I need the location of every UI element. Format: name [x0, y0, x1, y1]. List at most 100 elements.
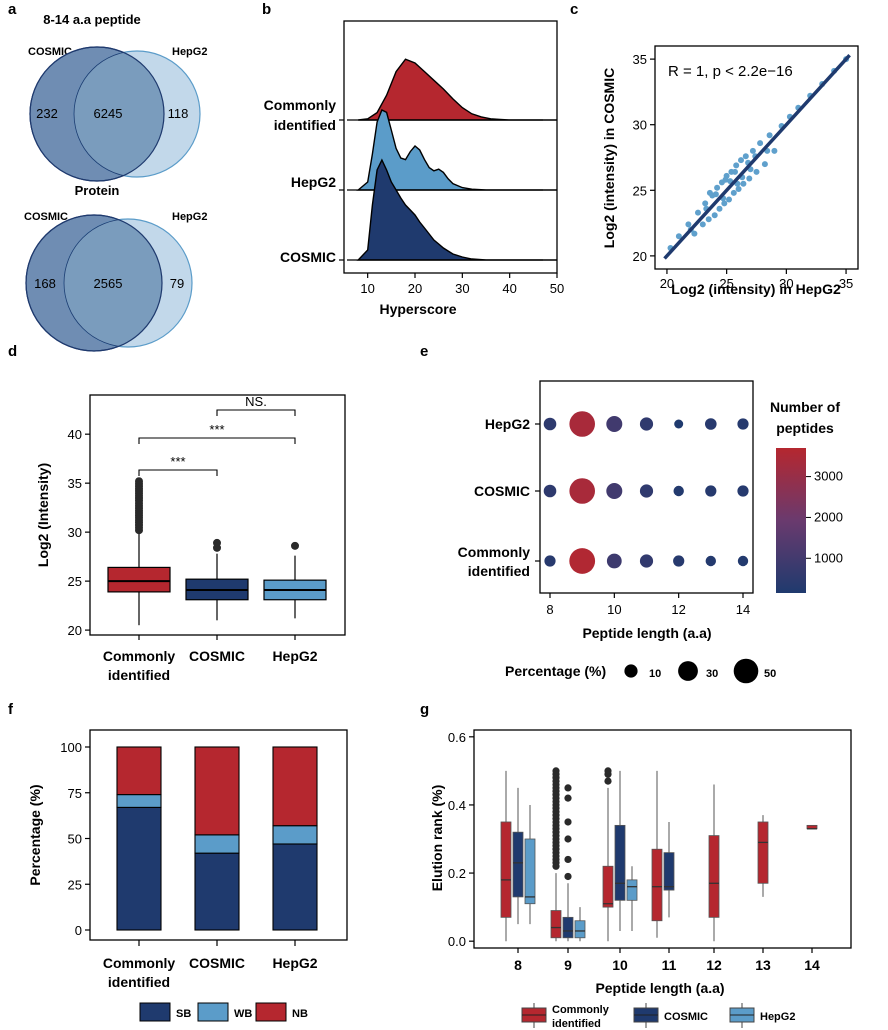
panel-e-size-legend-title: Percentage (%)	[505, 663, 606, 679]
g-box-8-hepg2	[524, 838, 536, 905]
g-outlier	[604, 767, 612, 775]
c-xtick-label-20: 20	[660, 276, 674, 291]
size-legend-dot-10	[624, 664, 638, 678]
scatter-point	[738, 157, 744, 164]
dot-cosmic-13	[705, 485, 717, 497]
venn-protein-left-count: 168	[34, 276, 56, 291]
venn-peptide-left-label: COSMIC	[28, 46, 72, 58]
fit-line	[663, 54, 851, 260]
venn-peptide-right-label: HepG2	[172, 46, 207, 58]
color-tick-label-2000: 2000	[814, 509, 843, 524]
panel-d-ylabel: Log2 (Intensity)	[35, 463, 51, 567]
ridge-label-hepg2: HepG2	[291, 174, 336, 190]
legend-g-label-2: identified	[552, 1018, 601, 1030]
f-ytick-label-25: 25	[68, 877, 82, 892]
scatter-point	[716, 205, 723, 212]
bar-cosmic-wb	[194, 834, 240, 854]
panel-g-xlabel: Peptide length (a.a)	[595, 980, 724, 996]
g-xtick-label-9: 9	[564, 957, 572, 973]
scatter-point	[695, 209, 701, 216]
g-box-12-commonly-identified	[708, 835, 720, 918]
g-box-10-cosmic	[614, 824, 626, 901]
size-legend-dot-30	[678, 661, 698, 681]
d-xlabel-cosmic: COSMIC	[189, 648, 245, 664]
scatter-point	[702, 200, 709, 207]
legend-g-label-cosmic: COSMIC	[664, 1011, 708, 1023]
significance-label: ***	[170, 454, 185, 469]
g-outlier	[564, 784, 572, 792]
panel-b-xlabel: Hyperscore	[379, 301, 456, 317]
panel-letter-f: f	[8, 701, 14, 718]
outlier-hepg2	[291, 541, 299, 550]
panel-g-frame	[473, 729, 852, 949]
g-ytick-label-0.6: 0.6	[448, 730, 466, 745]
g-ytick-label-0.0: 0.0	[448, 934, 466, 949]
bar-cosmic-sb	[194, 852, 240, 931]
dot-commonly-identified-14	[737, 555, 749, 567]
panel-c-xlabel: Log2 (intensity) in HepG2	[671, 281, 841, 297]
scatter-point	[740, 180, 747, 187]
bar-cosmic-nb	[194, 746, 240, 836]
d-xlabel-commonly: Commonly	[103, 648, 176, 664]
dot-hepg2-12	[674, 419, 684, 429]
scatter-point	[732, 168, 738, 175]
f-xlabel-commonly: Commonly	[103, 955, 176, 971]
b-xtick-label-20: 20	[408, 281, 422, 296]
panel-letter-b: b	[262, 1, 271, 18]
outlier-cosmic	[213, 538, 221, 547]
dot-commonly-identified-13	[705, 555, 716, 567]
bar-hepg2-wb	[272, 825, 318, 845]
g-box-10-commonly-identified	[602, 865, 614, 908]
box-commonly-identified	[107, 566, 171, 593]
scatter-point	[730, 189, 737, 196]
significance-bracket	[138, 437, 296, 444]
scatter-point	[757, 140, 764, 147]
g-outlier	[604, 777, 612, 785]
panel-c-ylabel: Log2 (intensity) in COSMIC	[601, 68, 617, 248]
scatter-point	[771, 147, 778, 154]
g-box-11-commonly-identified	[651, 848, 663, 922]
size-legend-label-30: 30	[706, 668, 718, 680]
g-outlier	[564, 794, 572, 802]
legend-f-swatch-nb	[255, 1002, 287, 1022]
scatter-point	[675, 233, 682, 240]
g-xtick-label-11: 11	[662, 957, 677, 973]
size-legend-dot-50	[733, 658, 759, 684]
scatter-point	[742, 153, 749, 160]
g-box-8-cosmic	[512, 831, 524, 898]
venn-protein-right-label: HepG2	[172, 211, 207, 223]
scatter-point	[722, 176, 729, 183]
g-ytick-label-0.2: 0.2	[448, 866, 466, 881]
g-xtick-label-14: 14	[804, 957, 820, 973]
e-ylabel-cosmic: COSMIC	[474, 483, 530, 499]
dot-commonly-identified-9	[569, 548, 596, 574]
panel-e-xlabel: Peptide length (a.a)	[582, 625, 711, 641]
g-outlier	[564, 818, 572, 826]
b-xtick-label-30: 30	[455, 281, 469, 296]
scatter-point	[699, 221, 706, 228]
scatter-point	[726, 196, 732, 203]
panel-b: b Commonly identified HepG2 COSMIC 10 20 30 40…	[262, 1, 564, 317]
c-ytick-label-30: 30	[633, 118, 647, 133]
dot-cosmic-9	[569, 478, 595, 504]
scatter-point	[721, 200, 728, 207]
legend-f-swatch-sb	[139, 1002, 171, 1022]
f-xlabel-cosmic: COSMIC	[189, 955, 245, 971]
ridge-label-commonly: Commonly	[264, 97, 337, 113]
panel-letter-a: a	[8, 1, 17, 18]
panel-g: g 8 9 10 11 12 13 14 0.0 0.2 0.4 0.6 Peptide lengt…	[420, 701, 852, 1030]
ridge-label-identified: identified	[274, 117, 336, 133]
dot-hepg2-9	[569, 411, 595, 437]
e-xtick-label-12: 12	[671, 602, 685, 617]
g-xtick-label-8: 8	[514, 957, 522, 973]
panel-e: e HepG2 COSMIC Commonly identified 8 10 12 14 P…	[420, 343, 843, 684]
e-xtick-label-10: 10	[607, 602, 621, 617]
f-ytick-label-0: 0	[75, 923, 82, 938]
bar-commonly-identified-sb	[116, 806, 162, 931]
panel-f-frame	[89, 729, 348, 941]
venn-peptide-right-count: 118	[168, 106, 189, 121]
g-box-9-hepg2	[574, 920, 586, 939]
c-xtick-label-30: 30	[779, 276, 793, 291]
g-box-11-cosmic	[663, 852, 675, 891]
